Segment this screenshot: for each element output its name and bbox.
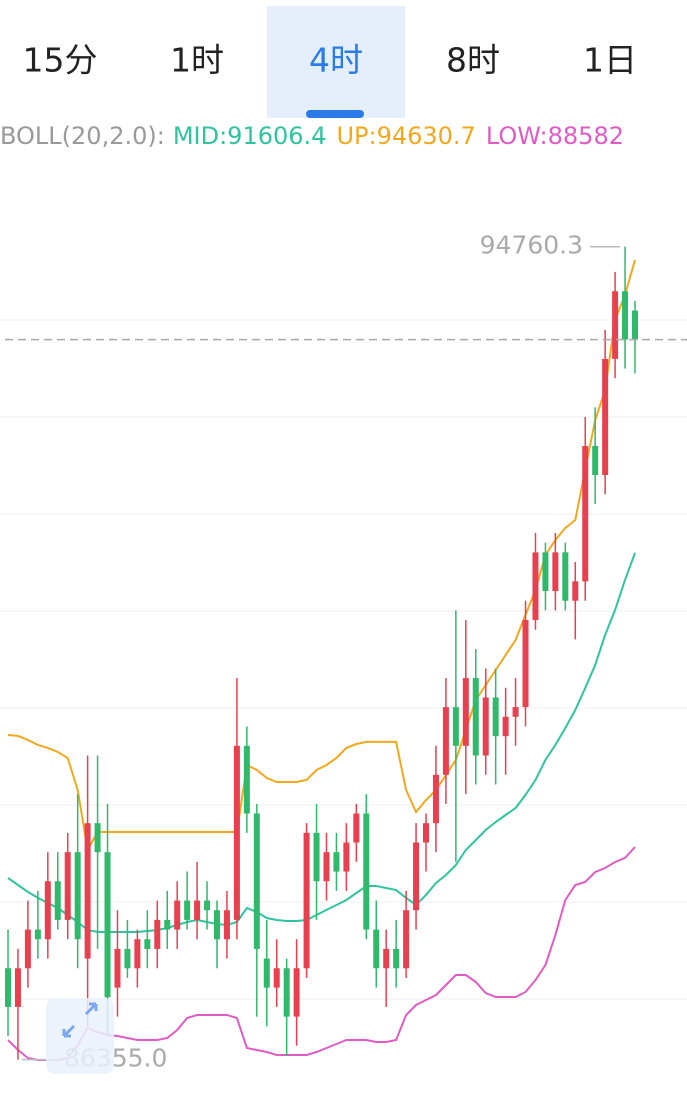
- candle-body: [134, 939, 141, 969]
- float-button[interactable]: [46, 998, 114, 1074]
- candle-body: [602, 358, 609, 475]
- candle-body: [233, 745, 240, 920]
- candle-body: [632, 310, 638, 340]
- indicator-label: BOLL(20,2.0):: [0, 122, 165, 150]
- candle-body: [423, 823, 429, 843]
- candle-body: [223, 910, 230, 940]
- candle-body: [144, 939, 151, 949]
- candle-body: [562, 552, 569, 601]
- grid: [0, 319, 687, 1000]
- boll-line: [7, 259, 636, 853]
- tab[interactable]: 4时: [309, 41, 363, 80]
- candle-body: [482, 697, 489, 756]
- candle-body: [462, 678, 469, 746]
- candle-body: [64, 852, 71, 920]
- candle-body: [54, 881, 61, 920]
- candle-body: [194, 900, 201, 920]
- candle-body: [164, 919, 171, 930]
- candle-body: [393, 948, 400, 969]
- candle-body: [472, 678, 479, 756]
- candle-body: [204, 900, 211, 911]
- candle-body: [263, 958, 270, 988]
- candle-body: [283, 968, 290, 1017]
- candle-body: [522, 620, 529, 708]
- candle-body: [612, 291, 619, 359]
- candle-body: [154, 919, 161, 949]
- tab[interactable]: 1日: [583, 41, 637, 80]
- candle-body: [273, 968, 280, 988]
- legend-entry: LOW:88582: [486, 122, 624, 150]
- candle-body: [44, 881, 51, 940]
- candle-body: [572, 581, 579, 601]
- legend-entry: MID:91606.4: [173, 122, 327, 150]
- candle-body: [243, 745, 250, 814]
- candle-body: [413, 842, 420, 911]
- candle-body: [94, 823, 101, 853]
- candle-body: [303, 832, 310, 969]
- legend-entry: UP:94630.7: [336, 122, 475, 150]
- candle-body: [24, 929, 31, 969]
- candle-body: [84, 823, 91, 959]
- candle-body: [104, 852, 111, 998]
- candle-body: [432, 774, 439, 824]
- candle-body: [333, 852, 340, 872]
- candle-body: [592, 445, 599, 475]
- candle-body: [512, 707, 519, 717]
- candle-body: [492, 697, 499, 737]
- candle-body: [373, 929, 380, 969]
- candle-body: [74, 852, 81, 940]
- candle-body: [502, 716, 509, 737]
- candle-body: [253, 813, 260, 949]
- candle-body: [214, 910, 220, 940]
- candle-body: [552, 552, 559, 592]
- candle-body: [5, 968, 11, 1007]
- tab[interactable]: 1时: [170, 41, 224, 80]
- candle-body: [313, 832, 320, 882]
- float-button-bg[interactable]: [46, 998, 114, 1074]
- candle-body: [363, 813, 370, 930]
- candle-body: [184, 900, 191, 920]
- expand-icon[interactable]: [62, 1002, 98, 1038]
- tab[interactable]: 8时: [446, 41, 500, 80]
- active-tab-bg: [267, 6, 405, 118]
- candle-body: [343, 842, 350, 872]
- candle-body: [114, 948, 121, 988]
- tab[interactable]: 15分: [23, 41, 98, 80]
- boll-line: [7, 552, 636, 933]
- candle-body: [622, 291, 629, 340]
- candle-body: [452, 707, 459, 746]
- legend: MID:91606.4 UP:94630.7 LOW:88582: [173, 122, 624, 150]
- candle-body: [442, 707, 449, 775]
- active-tab-indicator: [306, 110, 364, 118]
- candle-body: [403, 910, 410, 969]
- candle-body: [124, 948, 131, 969]
- candle-body: [293, 968, 300, 1017]
- candle-body: [34, 929, 41, 940]
- candle-body: [542, 552, 549, 592]
- candle-body: [532, 552, 539, 621]
- candle-body: [323, 852, 330, 882]
- candle-body: [174, 900, 181, 930]
- candle-body: [582, 445, 589, 582]
- high-marker-label: 94760.3: [480, 231, 583, 260]
- candle-body: [383, 948, 390, 969]
- candle-body: [14, 968, 21, 1007]
- candle-body: [353, 813, 360, 843]
- tab-bar: 15分 1时 4时 8时 1日: [23, 41, 638, 80]
